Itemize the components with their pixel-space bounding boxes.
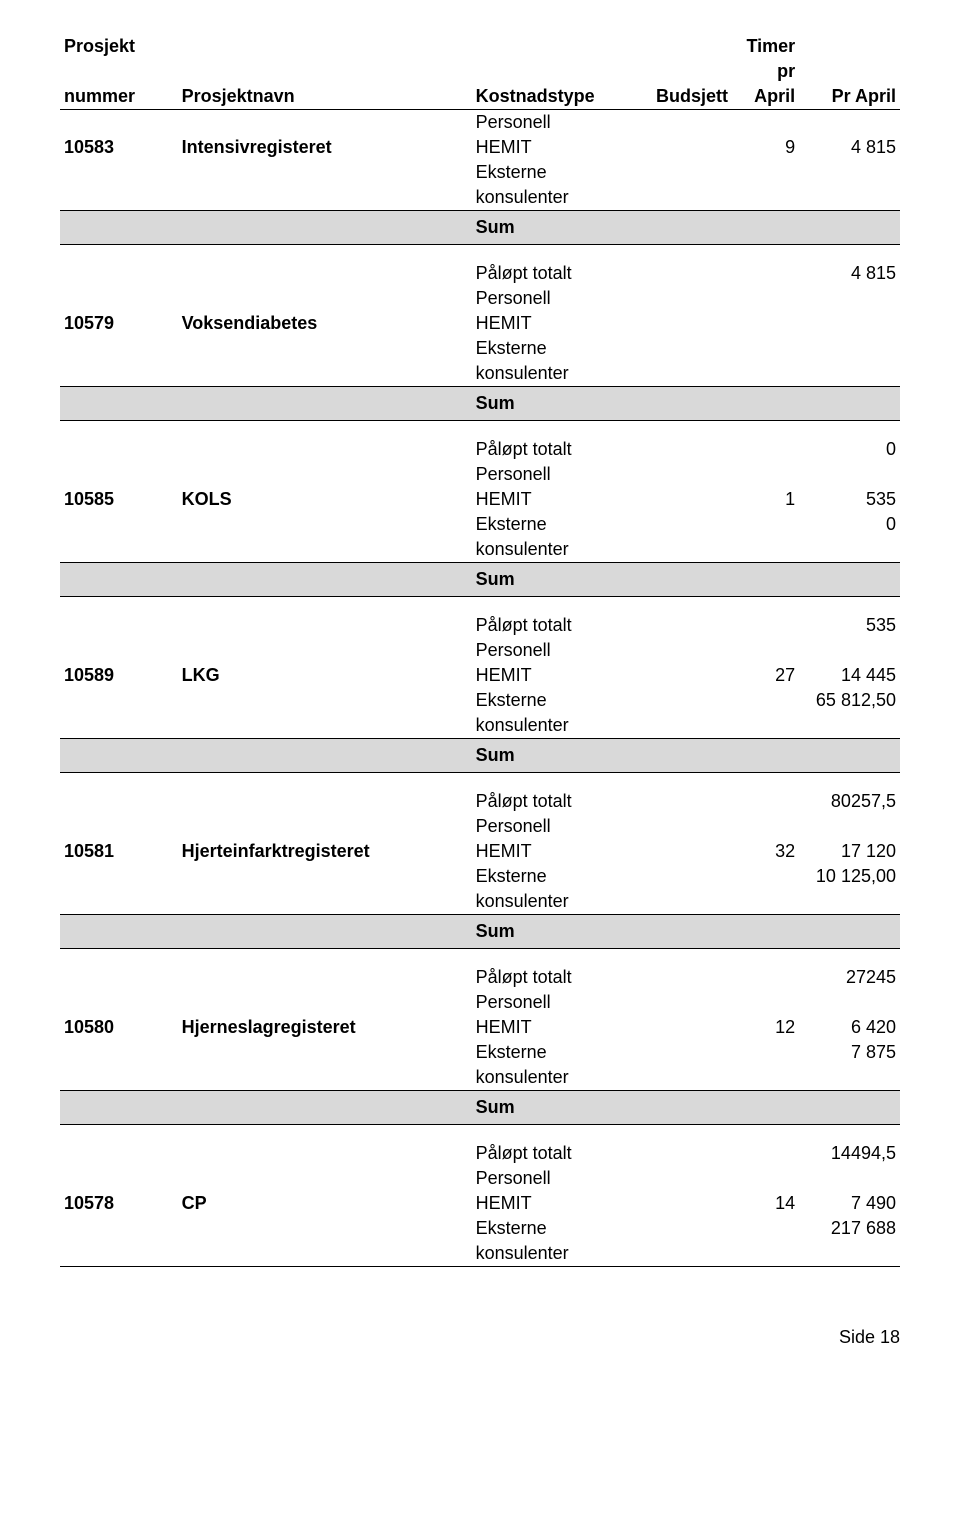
sum-label: Sum	[472, 1091, 648, 1125]
eksterne-label: Eksterne	[472, 512, 648, 537]
palopt-label: Påløpt totalt	[472, 261, 648, 286]
pr-value: 7 490	[799, 1191, 900, 1216]
project-name: Voksendiabetes	[178, 311, 472, 336]
project-number: 10585	[60, 487, 178, 512]
konsulenter-label: konsulenter	[472, 361, 648, 387]
header-col1-line1: Prosjekt	[60, 34, 178, 59]
hemit-label: HEMIT	[472, 135, 648, 160]
eksterne-value	[799, 336, 900, 361]
eksterne-label: Eksterne	[472, 336, 648, 361]
header-col6: Pr April	[799, 84, 900, 110]
konsulenter-label: konsulenter	[472, 1065, 648, 1091]
header-col2: Prosjektnavn	[178, 84, 472, 110]
eksterne-value: 65 812,50	[799, 688, 900, 713]
hemit-label: HEMIT	[472, 1191, 648, 1216]
header-col5-line2: pr	[732, 59, 799, 84]
eksterne-label: Eksterne	[472, 160, 648, 185]
budget-table: Prosjekt Timer pr nummer Prosjektnavn Ko…	[60, 34, 900, 1267]
eksterne-value: 10 125,00	[799, 864, 900, 889]
palopt-value: 14494,5	[799, 1141, 900, 1166]
project-name: Hjerteinfarktregisteret	[178, 839, 472, 864]
eksterne-value: 0	[799, 512, 900, 537]
palopt-label: Påløpt totalt	[472, 789, 648, 814]
header-col3: Kostnadstype	[472, 84, 648, 110]
hours-value: 14	[732, 1191, 799, 1216]
hours-value: 27	[732, 663, 799, 688]
project-number: 10581	[60, 839, 178, 864]
eksterne-value: 7 875	[799, 1040, 900, 1065]
palopt-value: 80257,5	[799, 789, 900, 814]
konsulenter-label: konsulenter	[472, 1241, 648, 1267]
personell-label: Personell	[472, 462, 648, 487]
hemit-label: HEMIT	[472, 487, 648, 512]
project-number: 10579	[60, 311, 178, 336]
pr-value	[799, 311, 900, 336]
konsulenter-label: konsulenter	[472, 537, 648, 563]
project-name: KOLS	[178, 487, 472, 512]
eksterne-label: Eksterne	[472, 864, 648, 889]
personell-label: Personell	[472, 814, 648, 839]
project-number: 10589	[60, 663, 178, 688]
pr-value: 6 420	[799, 1015, 900, 1040]
eksterne-value: 217 688	[799, 1216, 900, 1241]
personell-label: Personell	[472, 638, 648, 663]
hours-value	[732, 311, 799, 336]
header-col5-line1: Timer	[732, 34, 799, 59]
hours-value: 32	[732, 839, 799, 864]
palopt-label: Påløpt totalt	[472, 1141, 648, 1166]
eksterne-label: Eksterne	[472, 1040, 648, 1065]
hours-value: 9	[732, 135, 799, 160]
project-name: LKG	[178, 663, 472, 688]
pr-value: 535	[799, 487, 900, 512]
konsulenter-label: konsulenter	[472, 889, 648, 915]
personell-label: Personell	[472, 990, 648, 1015]
pr-value: 17 120	[799, 839, 900, 864]
project-number: 10580	[60, 1015, 178, 1040]
project-name: Intensivregisteret	[178, 135, 472, 160]
hemit-label: HEMIT	[472, 311, 648, 336]
eksterne-label: Eksterne	[472, 1216, 648, 1241]
palopt-label: Påløpt totalt	[472, 965, 648, 990]
pr-value: 14 445	[799, 663, 900, 688]
hemit-label: HEMIT	[472, 839, 648, 864]
eksterne-value	[799, 160, 900, 185]
header-col1-line2: nummer	[60, 84, 178, 110]
eksterne-label: Eksterne	[472, 688, 648, 713]
konsulenter-label: konsulenter	[472, 185, 648, 211]
personell-label: Personell	[472, 110, 648, 136]
header-col5-line3: April	[732, 84, 799, 110]
header-col4: Budsjett	[648, 84, 732, 110]
pr-value: 4 815	[799, 135, 900, 160]
project-name: Hjerneslagregisteret	[178, 1015, 472, 1040]
konsulenter-label: konsulenter	[472, 713, 648, 739]
palopt-value: 4 815	[799, 261, 900, 286]
project-number: 10578	[60, 1191, 178, 1216]
hemit-label: HEMIT	[472, 1015, 648, 1040]
hours-value: 12	[732, 1015, 799, 1040]
sum-label: Sum	[472, 211, 648, 245]
sum-label: Sum	[472, 563, 648, 597]
sum-label: Sum	[472, 739, 648, 773]
project-number: 10583	[60, 135, 178, 160]
personell-label: Personell	[472, 1166, 648, 1191]
palopt-value: 535	[799, 613, 900, 638]
hemit-label: HEMIT	[472, 663, 648, 688]
palopt-value: 27245	[799, 965, 900, 990]
page-footer: Side 18	[0, 1297, 960, 1358]
sum-label: Sum	[472, 915, 648, 949]
palopt-label: Påløpt totalt	[472, 613, 648, 638]
hours-value: 1	[732, 487, 799, 512]
palopt-value: 0	[799, 437, 900, 462]
personell-label: Personell	[472, 286, 648, 311]
sum-label: Sum	[472, 387, 648, 421]
palopt-label: Påløpt totalt	[472, 437, 648, 462]
project-name: CP	[178, 1191, 472, 1216]
